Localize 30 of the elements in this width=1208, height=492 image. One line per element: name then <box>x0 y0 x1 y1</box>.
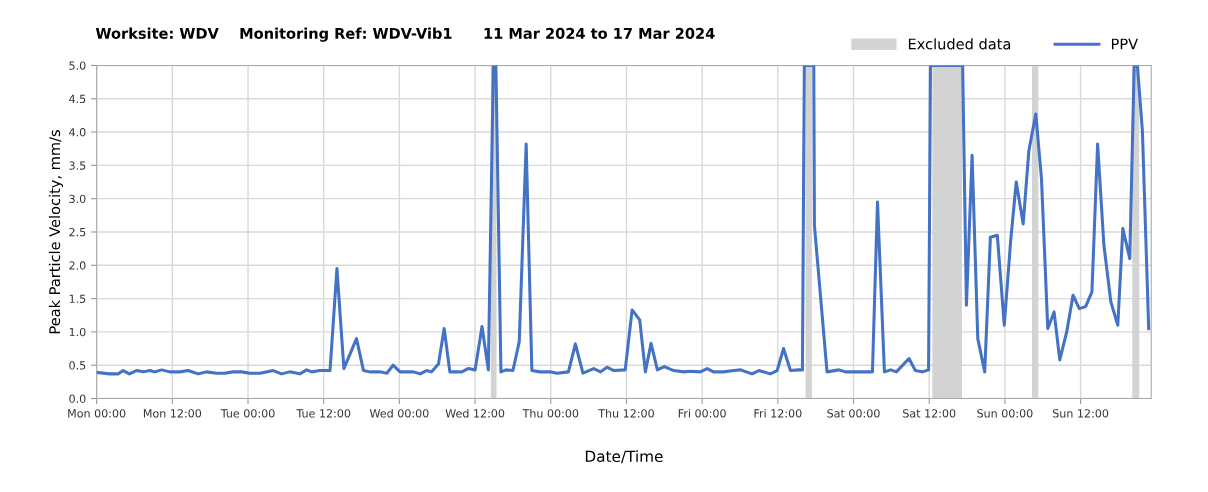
y-tick-label: 4.5 <box>69 94 86 104</box>
x-tick-label: Wed 00:00 <box>369 408 429 418</box>
x-tick-label: Thu 00:00 <box>522 408 579 418</box>
x-tick-label: Sun 00:00 <box>977 409 1033 418</box>
chart-title: Worksite: WDV Monitoring Ref: WDV-Vib1 11 Mar 2024 to 17 Mar 2024 <box>95 27 715 42</box>
y-tick-label: 5.0 <box>69 61 86 70</box>
y-tick-label: 2.0 <box>69 261 86 270</box>
x-tick-label: Tue 12:00 <box>296 409 351 418</box>
y-tick-label: 3.0 <box>69 194 86 204</box>
x-axis-title: Date/Time <box>585 450 663 464</box>
y-tick-label: 1.0 <box>69 327 86 337</box>
x-tick-label: Sun 12:00 <box>1052 409 1109 418</box>
legend-label: Excluded data <box>908 38 1011 50</box>
x-tick-label: Mon 12:00 <box>143 409 202 418</box>
y-axis-title: Peak Particle Velocity, mm/s <box>48 130 63 334</box>
legend-label: PPV <box>1111 38 1138 50</box>
x-tick-label: Fri 00:00 <box>678 408 726 418</box>
x-tick-label: Sat 12:00 <box>903 409 956 418</box>
x-tick-label: Mon 00:00 <box>68 409 126 418</box>
y-tick-label: 1.5 <box>69 294 86 303</box>
y-tick-label: 4.0 <box>69 128 86 137</box>
x-tick-label: Tue 00:00 <box>220 409 275 418</box>
x-tick-label: Thu 12:00 <box>598 408 654 418</box>
y-tick-label: 2.5 <box>69 227 86 237</box>
x-tick-label: Fri 12:00 <box>754 408 802 418</box>
y-tick-label: 3.5 <box>69 161 86 170</box>
y-tick-label: 0.5 <box>69 361 86 370</box>
x-tick-label: Wed 12:00 <box>445 408 505 418</box>
x-tick-label: Sat 00:00 <box>827 409 880 418</box>
y-tick-label: 0.0 <box>69 394 86 403</box>
